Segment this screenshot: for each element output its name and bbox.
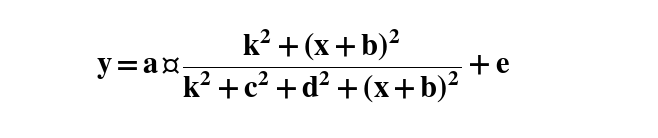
Text: $\mathbf{y = a \cdot \dfrac{k^2 + (x+b)^2}{k^2 + c^2 + d^2 + (x+b)^2} + e}$: $\mathbf{y = a \cdot \dfrac{k^2 + (x+b)^… xyxy=(95,27,510,105)
